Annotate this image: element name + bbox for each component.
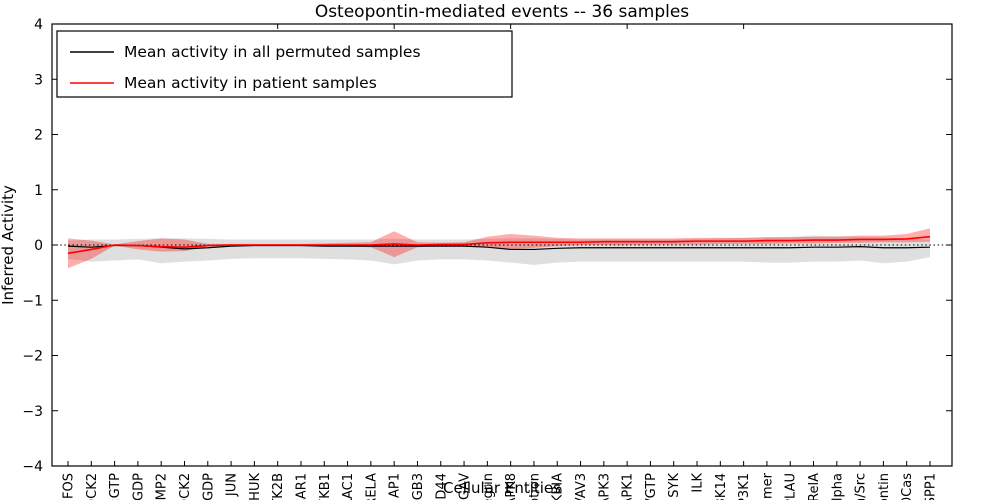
- x-tick-label: MMP2: [155, 473, 170, 500]
- y-tick-label: 2: [34, 128, 43, 144]
- x-tick-label: BCAR1: [294, 473, 309, 500]
- plot-area: [51, 23, 953, 467]
- legend-patient-label: Mean activity in patient samples: [124, 74, 377, 92]
- x-tick-label: ROCK2: [85, 473, 100, 500]
- x-tick-label: PTK2B: [271, 473, 286, 500]
- x-tick-label: NF kappa B1 p50/RelA/I kappa B alpha: [830, 473, 845, 500]
- x-tick-label: PYK2/p130Cas: [900, 473, 915, 500]
- patient-mean-line: [67, 235, 931, 255]
- y-tick-label: 0: [34, 238, 43, 254]
- x-tick-label: NFKB1: [318, 473, 333, 500]
- x-tick-label: bone resorption: [527, 473, 542, 500]
- y-tick-label: 3: [34, 72, 43, 88]
- x-tick-label: alphaV beta3 Integrin: [481, 473, 496, 500]
- y-axis-title: Inferred Activity: [0, 185, 17, 305]
- x-tick-label: Rac1/GTP: [644, 473, 659, 500]
- plot-content: FOS ROCK2 mol:GTP mol:GDP MMP2 CD44/Rho Famil…: [22, 17, 952, 504]
- x-tick-label: NF kappa B1 p50/RelA: [807, 473, 822, 500]
- x-tick-label: mol:GTP: [108, 473, 123, 500]
- y-tick-label: 4: [34, 17, 43, 33]
- x-tick-label: FOS: [62, 473, 77, 499]
- x-tick-label: ILK: [691, 473, 706, 493]
- x-tick-label: ITGB3: [411, 473, 426, 500]
- x-tick-label: RELA: [364, 473, 379, 500]
- x-tick-label: VAV3: [574, 473, 589, 500]
- chart-title: Osteopontin-mediated events -- 36 sample…: [315, 2, 689, 22]
- x-tick-label: SPP1: [924, 473, 939, 500]
- x-tick-label: Rac1/GDP: [201, 473, 216, 500]
- x-tick-label: IKK alpha homodimer: [760, 472, 775, 500]
- permuted-mean-line: [67, 244, 931, 251]
- x-tick-label: MAPK3: [597, 473, 612, 500]
- y-tick-label: −2: [22, 349, 43, 365]
- y-tick-label: 1: [34, 183, 43, 199]
- x-tick-label: MAPK8: [504, 473, 519, 500]
- x-tick-label: NFKBIA: [551, 473, 566, 500]
- legend: Mean activity in all permuted samples Me…: [56, 30, 513, 98]
- x-tick-label: RAC1: [341, 473, 356, 500]
- x-tick-label: CHUK: [248, 473, 263, 500]
- legend-permuted-label: Mean activity in all permuted samples: [124, 43, 421, 61]
- x-tick-label: MAP3K14: [714, 473, 729, 500]
- x-tick-label: AP1: [388, 473, 403, 498]
- x-tick-label: mol:GDP: [131, 473, 146, 500]
- y-tick-label: −1: [22, 293, 43, 309]
- y-tick-label: −3: [22, 404, 43, 420]
- permuted-range-band: [68, 235, 930, 265]
- x-tick-label: MAP3K1: [737, 473, 752, 500]
- x-tick-label: ITGAV: [458, 473, 473, 500]
- legend-frame: [56, 30, 513, 98]
- x-tick-label: CD44/Rho Family GTPase/ROCK2: [178, 473, 193, 500]
- x-tick-label: alphaV/beta3 Integrin/Osteopontin: [877, 473, 892, 500]
- x-axis-title: Cellular Entities: [443, 479, 561, 497]
- x-tick-label: alphaV/beta3 Integrin/Osteopontin/Src: [854, 473, 869, 500]
- x-tick-label: SYK: [667, 473, 682, 498]
- x-tick-label: JUN: [225, 473, 240, 497]
- x-tick-label: MAPK1: [621, 473, 636, 500]
- x-tick-label: PLAU: [784, 473, 799, 500]
- x-tick-label: CD44: [434, 473, 449, 500]
- y-tick-label: −4: [22, 459, 43, 475]
